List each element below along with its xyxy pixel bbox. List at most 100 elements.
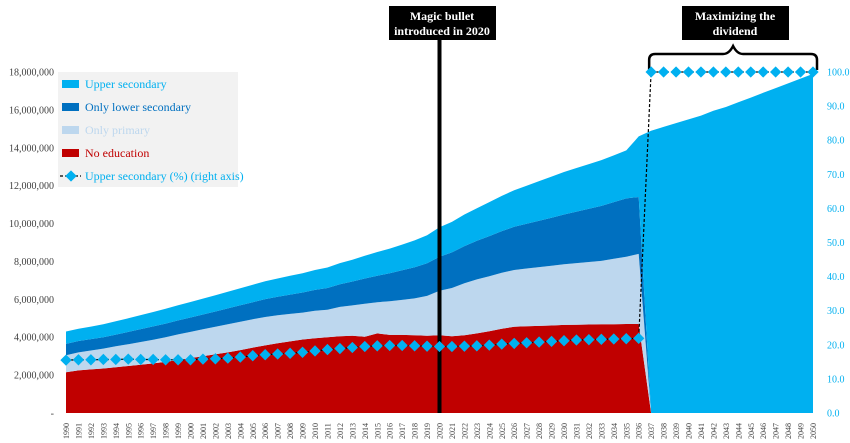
percent-point <box>234 351 246 363</box>
dividend-box <box>682 6 789 40</box>
x-tick-label: 2025 <box>498 423 507 439</box>
y-tick-label: 10,000,000 <box>9 219 54 230</box>
x-tick-label: 2000 <box>187 423 196 439</box>
x-tick-label: 2039 <box>672 423 681 439</box>
x-tick-label: 2043 <box>722 423 731 439</box>
x-tick-label: 2020 <box>436 423 445 439</box>
x-tick-label: 2027 <box>523 423 532 439</box>
x-tick-label: 1995 <box>124 423 133 439</box>
percent-point <box>558 335 570 347</box>
percent-point <box>695 66 707 78</box>
percent-point <box>657 66 670 78</box>
percent-point <box>720 66 732 78</box>
x-tick-label: 2015 <box>373 423 382 439</box>
percent-point <box>458 340 471 352</box>
legend-item: Upper secondary <box>62 77 167 91</box>
x-tick-label: 2011 <box>323 423 332 439</box>
x-tick-label: 2013 <box>348 423 357 439</box>
percent-point <box>745 66 757 78</box>
legend-item: Only lower secondary <box>62 100 191 114</box>
percent-point <box>321 343 334 356</box>
x-tick-label: 1996 <box>137 423 146 439</box>
percent-point <box>159 354 172 366</box>
x-tick-label: 2038 <box>660 423 669 439</box>
x-tick-label: 2042 <box>709 423 718 439</box>
percent-point <box>794 66 807 78</box>
y2-tick-label: 100.0 <box>827 68 850 79</box>
percent-point <box>184 354 197 366</box>
x-tick-label: 1994 <box>112 423 121 439</box>
dividend-label: Maximizing the <box>695 9 776 23</box>
x-tick-label: 2050 <box>809 423 818 439</box>
y2-tick-label: 40.0 <box>827 272 845 283</box>
legend: Upper secondary Only lower secondary Only … <box>58 72 244 187</box>
x-tick-label: 2024 <box>485 423 494 439</box>
legend-swatch <box>62 80 79 88</box>
percent-point <box>595 333 608 346</box>
legend-label: Only primary <box>85 123 150 137</box>
y2-tick-label: 30.0 <box>827 306 845 317</box>
percent-point <box>296 346 309 358</box>
legend-label: Only lower secondary <box>85 100 191 114</box>
x-tick-label: 1997 <box>149 423 158 439</box>
x-tick-label: 2041 <box>697 423 706 439</box>
x-tick-label: 2032 <box>585 423 594 439</box>
percent-point <box>147 353 159 366</box>
percent-point <box>346 341 359 354</box>
x-tick-label: 2002 <box>211 423 220 439</box>
percent-point <box>670 66 682 78</box>
y2-tick-label: 80.0 <box>827 136 845 147</box>
left-axis: - 2,000,000 4,000,000 6,000,000 8,000,000 10,… <box>9 68 54 420</box>
x-tick-label: 2021 <box>448 423 457 439</box>
y2-tick-label: 10.0 <box>827 374 845 385</box>
percent-point <box>309 345 321 357</box>
x-tick-label: 2048 <box>784 423 793 439</box>
y2-tick-label: 90.0 <box>827 102 845 113</box>
percent-point <box>135 353 147 366</box>
legend-label: No education <box>85 146 149 160</box>
percent-point <box>496 338 508 350</box>
x-tick-label: 2003 <box>224 423 233 439</box>
x-tick-label: 1993 <box>99 423 108 439</box>
y-tick-label: 6,000,000 <box>14 295 54 306</box>
magic-bullet-label: introduced in 2020 <box>394 24 490 38</box>
y2-tick-label: 20.0 <box>827 340 845 351</box>
percent-point <box>471 340 483 352</box>
percent-point <box>446 340 458 353</box>
x-tick-label: 2037 <box>647 423 656 439</box>
x-tick-label: 2018 <box>411 423 420 439</box>
y-tick-label: 8,000,000 <box>14 257 54 268</box>
x-tick-label: 1999 <box>174 423 183 439</box>
percent-point <box>396 339 408 352</box>
percent-point <box>222 352 234 364</box>
x-tick-label: 2031 <box>572 423 581 439</box>
x-tick-label: 2049 <box>797 423 806 439</box>
y-tick-label: - <box>51 409 54 420</box>
x-axis: 1990 1991 1992 1993 1994 1995 1996 1997 1998 1999… <box>62 423 818 439</box>
y-tick-label: 18,000,000 <box>9 68 54 79</box>
x-tick-label: 2019 <box>423 423 432 439</box>
percent-point <box>371 340 383 352</box>
x-tick-label: 2014 <box>361 423 370 439</box>
percent-point <box>570 334 583 346</box>
percent-point <box>433 340 446 353</box>
x-tick-label: 2044 <box>734 423 743 439</box>
x-tick-label: 1991 <box>74 423 83 439</box>
percent-point <box>284 347 296 359</box>
x-tick-label: 2036 <box>635 423 644 439</box>
x-tick-label: 2026 <box>510 423 519 439</box>
x-tick-label: 2005 <box>249 423 258 439</box>
right-axis: 0.0 10.0 20.0 30.0 40.0 50.0 60.0 70.0 80.0 90.0 1… <box>827 68 850 420</box>
y2-tick-label: 60.0 <box>827 204 845 215</box>
percent-point <box>533 336 545 348</box>
percent-point <box>197 353 209 365</box>
legend-label: Upper secondary (%) (right axis) <box>85 169 244 183</box>
percent-point <box>259 349 271 361</box>
y-tick-label: 16,000,000 <box>9 105 54 116</box>
percent-point <box>520 337 533 349</box>
x-tick-label: 2022 <box>460 423 469 439</box>
x-tick-label: 2007 <box>274 423 283 439</box>
percent-point <box>359 340 371 353</box>
percent-point <box>508 337 520 350</box>
